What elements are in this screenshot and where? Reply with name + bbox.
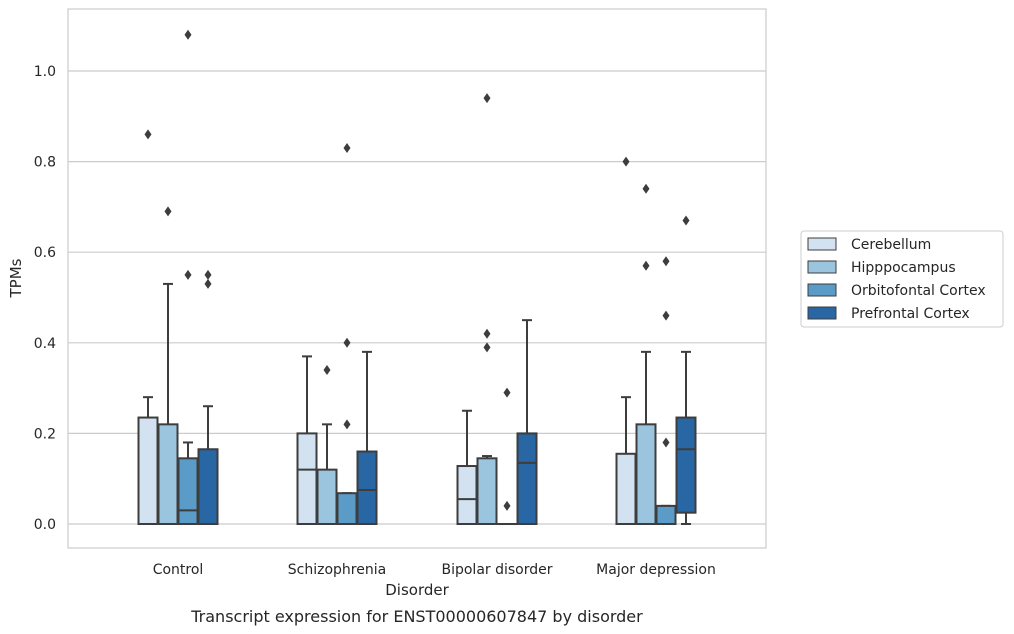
y-tick-label: 0.0 xyxy=(34,517,56,533)
box-prefrontal-cortex xyxy=(356,350,378,525)
outlier-point xyxy=(204,278,212,289)
x-axis-label: Disorder xyxy=(385,581,449,599)
legend-swatch xyxy=(807,237,837,251)
outlier-point xyxy=(483,342,491,353)
outlier-point xyxy=(642,260,650,271)
legend-label: Cerebellum xyxy=(851,237,931,253)
box-body xyxy=(197,448,219,526)
box-cerebellum xyxy=(456,409,478,525)
box-body xyxy=(177,457,199,525)
y-axis-label: TPMs xyxy=(7,258,25,298)
y-tick-label: 0.2 xyxy=(34,426,56,442)
outlier-point xyxy=(503,387,511,398)
outlier-point xyxy=(204,269,212,280)
outlier-point xyxy=(184,29,192,40)
box-cerebellum xyxy=(137,129,159,526)
box-body xyxy=(356,450,378,525)
box-body xyxy=(296,432,318,525)
y-tick-label: 0.8 xyxy=(34,155,56,171)
box-body xyxy=(316,468,338,526)
outlier-point xyxy=(343,143,351,154)
outlier-point xyxy=(642,183,650,194)
outlier-point xyxy=(682,215,690,226)
outlier-point xyxy=(144,129,152,140)
box-cerebellum xyxy=(296,355,318,525)
outlier-point xyxy=(662,310,670,321)
legend: Cerebellum Hipppocampus Orbitofontal Corte… xyxy=(800,230,1004,328)
box-body xyxy=(456,465,478,525)
outlier-point xyxy=(483,328,491,339)
y-tick-label: 1.0 xyxy=(34,64,56,80)
legend-swatch xyxy=(807,260,837,274)
outlier-point xyxy=(164,206,172,217)
x-tick-label: Bipolar disorder xyxy=(441,562,552,578)
legend-swatch xyxy=(807,283,837,297)
box-body xyxy=(336,492,358,526)
outlier-point xyxy=(184,269,192,280)
box-hipppocampus xyxy=(157,206,179,525)
y-tick-labels: 0.0 0.2 0.4 0.6 0.8 1.0 xyxy=(34,64,56,533)
box-body xyxy=(476,457,498,525)
box-body xyxy=(655,504,677,526)
x-tick-label: Major depression xyxy=(596,562,716,578)
box-orbitofontal-cortex xyxy=(655,256,677,526)
box-orbitofontal-cortex xyxy=(336,143,358,526)
legend-label: Hipppocampus xyxy=(851,260,956,276)
y-tick-label: 0.4 xyxy=(34,336,56,352)
box-cerebellum xyxy=(615,156,637,525)
legend-label: Prefrontal Cortex xyxy=(851,306,970,322)
box-body xyxy=(516,432,538,525)
outlier-point xyxy=(662,256,670,267)
outlier-point xyxy=(662,437,670,448)
legend-frame xyxy=(800,230,1004,328)
outlier-point xyxy=(343,419,351,430)
outlier-point xyxy=(503,500,511,511)
box-hipppocampus xyxy=(635,183,657,525)
legend-label: Orbitofontal Cortex xyxy=(851,283,986,299)
chart-caption: Transcript expression for ENST0000060784… xyxy=(190,607,643,626)
outlier-point xyxy=(323,364,331,375)
box-body xyxy=(615,452,637,525)
box-orbitofontal-cortex xyxy=(177,29,199,525)
box-prefrontal-cortex xyxy=(197,269,219,526)
outlier-point xyxy=(483,93,491,104)
boxes xyxy=(137,29,697,526)
y-tick-label: 0.6 xyxy=(34,245,56,261)
x-tick-label: Schizophrenia xyxy=(288,562,386,578)
box-prefrontal-cortex xyxy=(516,319,538,525)
box-hipppocampus xyxy=(476,93,498,525)
x-tick-label: Control xyxy=(153,562,204,578)
box-body xyxy=(675,416,697,514)
legend-swatch xyxy=(807,306,837,320)
plot-frame xyxy=(67,8,767,549)
x-tick-labels: Control Schizophrenia Bipolar disorder Majo… xyxy=(153,562,716,578)
box-body xyxy=(635,423,657,525)
box-body xyxy=(157,423,179,525)
box-prefrontal-cortex xyxy=(675,215,697,525)
box-orbitofontal-cortex xyxy=(496,387,518,526)
box-body xyxy=(137,416,159,526)
outlier-point xyxy=(343,337,351,348)
outlier-point xyxy=(622,156,630,167)
box-hipppocampus xyxy=(316,364,338,526)
